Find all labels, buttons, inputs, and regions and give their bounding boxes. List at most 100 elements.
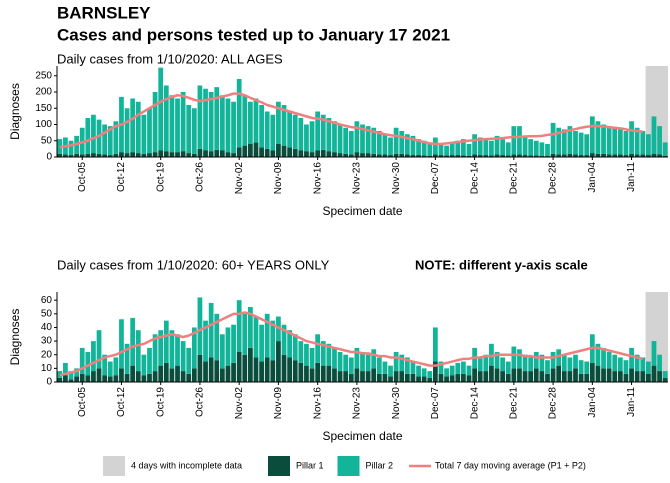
bar-segment bbox=[517, 154, 522, 157]
bar-segment bbox=[601, 347, 606, 369]
bar-segment bbox=[522, 371, 528, 382]
bar-segment bbox=[556, 349, 562, 366]
y-tick-label: 50 bbox=[41, 308, 53, 319]
bar-segment bbox=[438, 155, 444, 157]
bar-segment bbox=[208, 151, 214, 157]
bar-segment bbox=[595, 121, 601, 154]
bar-segment bbox=[63, 154, 68, 157]
bar-segment bbox=[640, 154, 646, 157]
bar-segment bbox=[191, 108, 197, 154]
bar-segment bbox=[528, 357, 534, 372]
bar-segment bbox=[298, 150, 304, 157]
bar-segment bbox=[175, 152, 180, 157]
bar-segment bbox=[320, 149, 326, 157]
bar-segment bbox=[466, 155, 472, 157]
bar-segment bbox=[231, 101, 236, 154]
bar-segment bbox=[388, 137, 393, 156]
x-tick-label: Oct-19 bbox=[155, 387, 166, 417]
bar-segment bbox=[107, 361, 113, 377]
bar-segment bbox=[253, 316, 259, 358]
bar-segment bbox=[612, 127, 618, 155]
bar-segment bbox=[589, 362, 595, 382]
bar-segment bbox=[376, 154, 382, 157]
bar-segment bbox=[421, 376, 427, 382]
x-tick-label: Oct-19 bbox=[155, 162, 166, 192]
bar-segment bbox=[276, 144, 281, 157]
y-tick-label: 150 bbox=[35, 103, 52, 114]
y-tick-label: 20 bbox=[41, 349, 53, 360]
bar-segment bbox=[203, 320, 208, 362]
x-tick-label: Dec-07 bbox=[430, 387, 441, 420]
bar-segment bbox=[264, 313, 270, 358]
bar-segment bbox=[253, 142, 259, 157]
bar-segment bbox=[528, 139, 534, 156]
bar-segment bbox=[292, 148, 298, 157]
bar-segment bbox=[466, 144, 472, 156]
bar-segment bbox=[629, 368, 634, 382]
bar-segment bbox=[354, 347, 360, 369]
bar-segment bbox=[147, 347, 152, 374]
bar-segment bbox=[399, 131, 405, 154]
bar-segment bbox=[584, 361, 590, 374]
bar-segment bbox=[455, 140, 461, 156]
bar-segment bbox=[135, 101, 141, 154]
bar-segment bbox=[85, 153, 91, 157]
bar-segment bbox=[629, 347, 634, 369]
bar-segment bbox=[298, 362, 304, 382]
bar-segment bbox=[180, 341, 186, 372]
bar-segment bbox=[606, 368, 612, 382]
bar-segment bbox=[191, 327, 197, 369]
bar-segment bbox=[124, 108, 130, 154]
bar-segment bbox=[556, 127, 562, 155]
y-axis-label: Diagnoses bbox=[8, 309, 22, 366]
bar-segment bbox=[421, 140, 427, 156]
bar-segment bbox=[343, 127, 349, 154]
bar-segment bbox=[517, 368, 522, 382]
bar-segment bbox=[511, 154, 517, 157]
bar-segment bbox=[533, 140, 539, 156]
bar-segment bbox=[399, 153, 405, 157]
bar-segment bbox=[135, 371, 141, 382]
bar-segment bbox=[416, 376, 421, 382]
bar-segment bbox=[449, 375, 455, 382]
bar-segment bbox=[152, 371, 158, 382]
x-tick-label: Nov-30 bbox=[391, 387, 402, 420]
bar-segment bbox=[248, 307, 253, 348]
x-axis-label: Specimen date bbox=[322, 204, 402, 218]
bar-segment bbox=[214, 149, 220, 157]
x-tick-label: Nov-23 bbox=[352, 387, 363, 420]
bar-segment bbox=[432, 361, 438, 382]
bar-segment bbox=[326, 365, 332, 382]
bar-segment bbox=[231, 362, 236, 382]
bar-segment bbox=[489, 365, 494, 382]
bar-segment bbox=[388, 376, 393, 382]
bar-segment bbox=[169, 368, 175, 382]
bar-segment bbox=[253, 98, 259, 143]
bar-segment bbox=[550, 352, 556, 369]
panel-note: NOTE: different y-axis scale bbox=[415, 257, 588, 272]
bar-segment bbox=[461, 155, 466, 157]
y-tick-label: 250 bbox=[35, 70, 52, 81]
bar-segment bbox=[332, 152, 337, 157]
bar-segment bbox=[578, 373, 584, 382]
bar-segment bbox=[298, 118, 304, 151]
bar-segment bbox=[651, 116, 657, 154]
bar-segment bbox=[119, 319, 124, 369]
bar-segment bbox=[348, 373, 354, 382]
y-tick-label: 30 bbox=[41, 336, 53, 347]
y-tick-label: 60 bbox=[41, 295, 53, 306]
bar-segment bbox=[427, 142, 433, 156]
bar-segment bbox=[651, 153, 657, 157]
bar-segment bbox=[421, 155, 427, 157]
x-tick-label: Oct-05 bbox=[77, 387, 88, 417]
bar-segment bbox=[96, 153, 102, 157]
bar-segment bbox=[68, 371, 74, 380]
x-tick-label: Oct-12 bbox=[116, 162, 127, 192]
bar-segment bbox=[645, 134, 651, 156]
x-tick-label: Dec-21 bbox=[508, 387, 519, 420]
bar-segment bbox=[169, 95, 175, 153]
bar-segment bbox=[645, 155, 651, 157]
y-tick-label: 40 bbox=[41, 322, 53, 333]
bar-segment bbox=[545, 360, 550, 374]
bar-segment bbox=[461, 139, 466, 156]
